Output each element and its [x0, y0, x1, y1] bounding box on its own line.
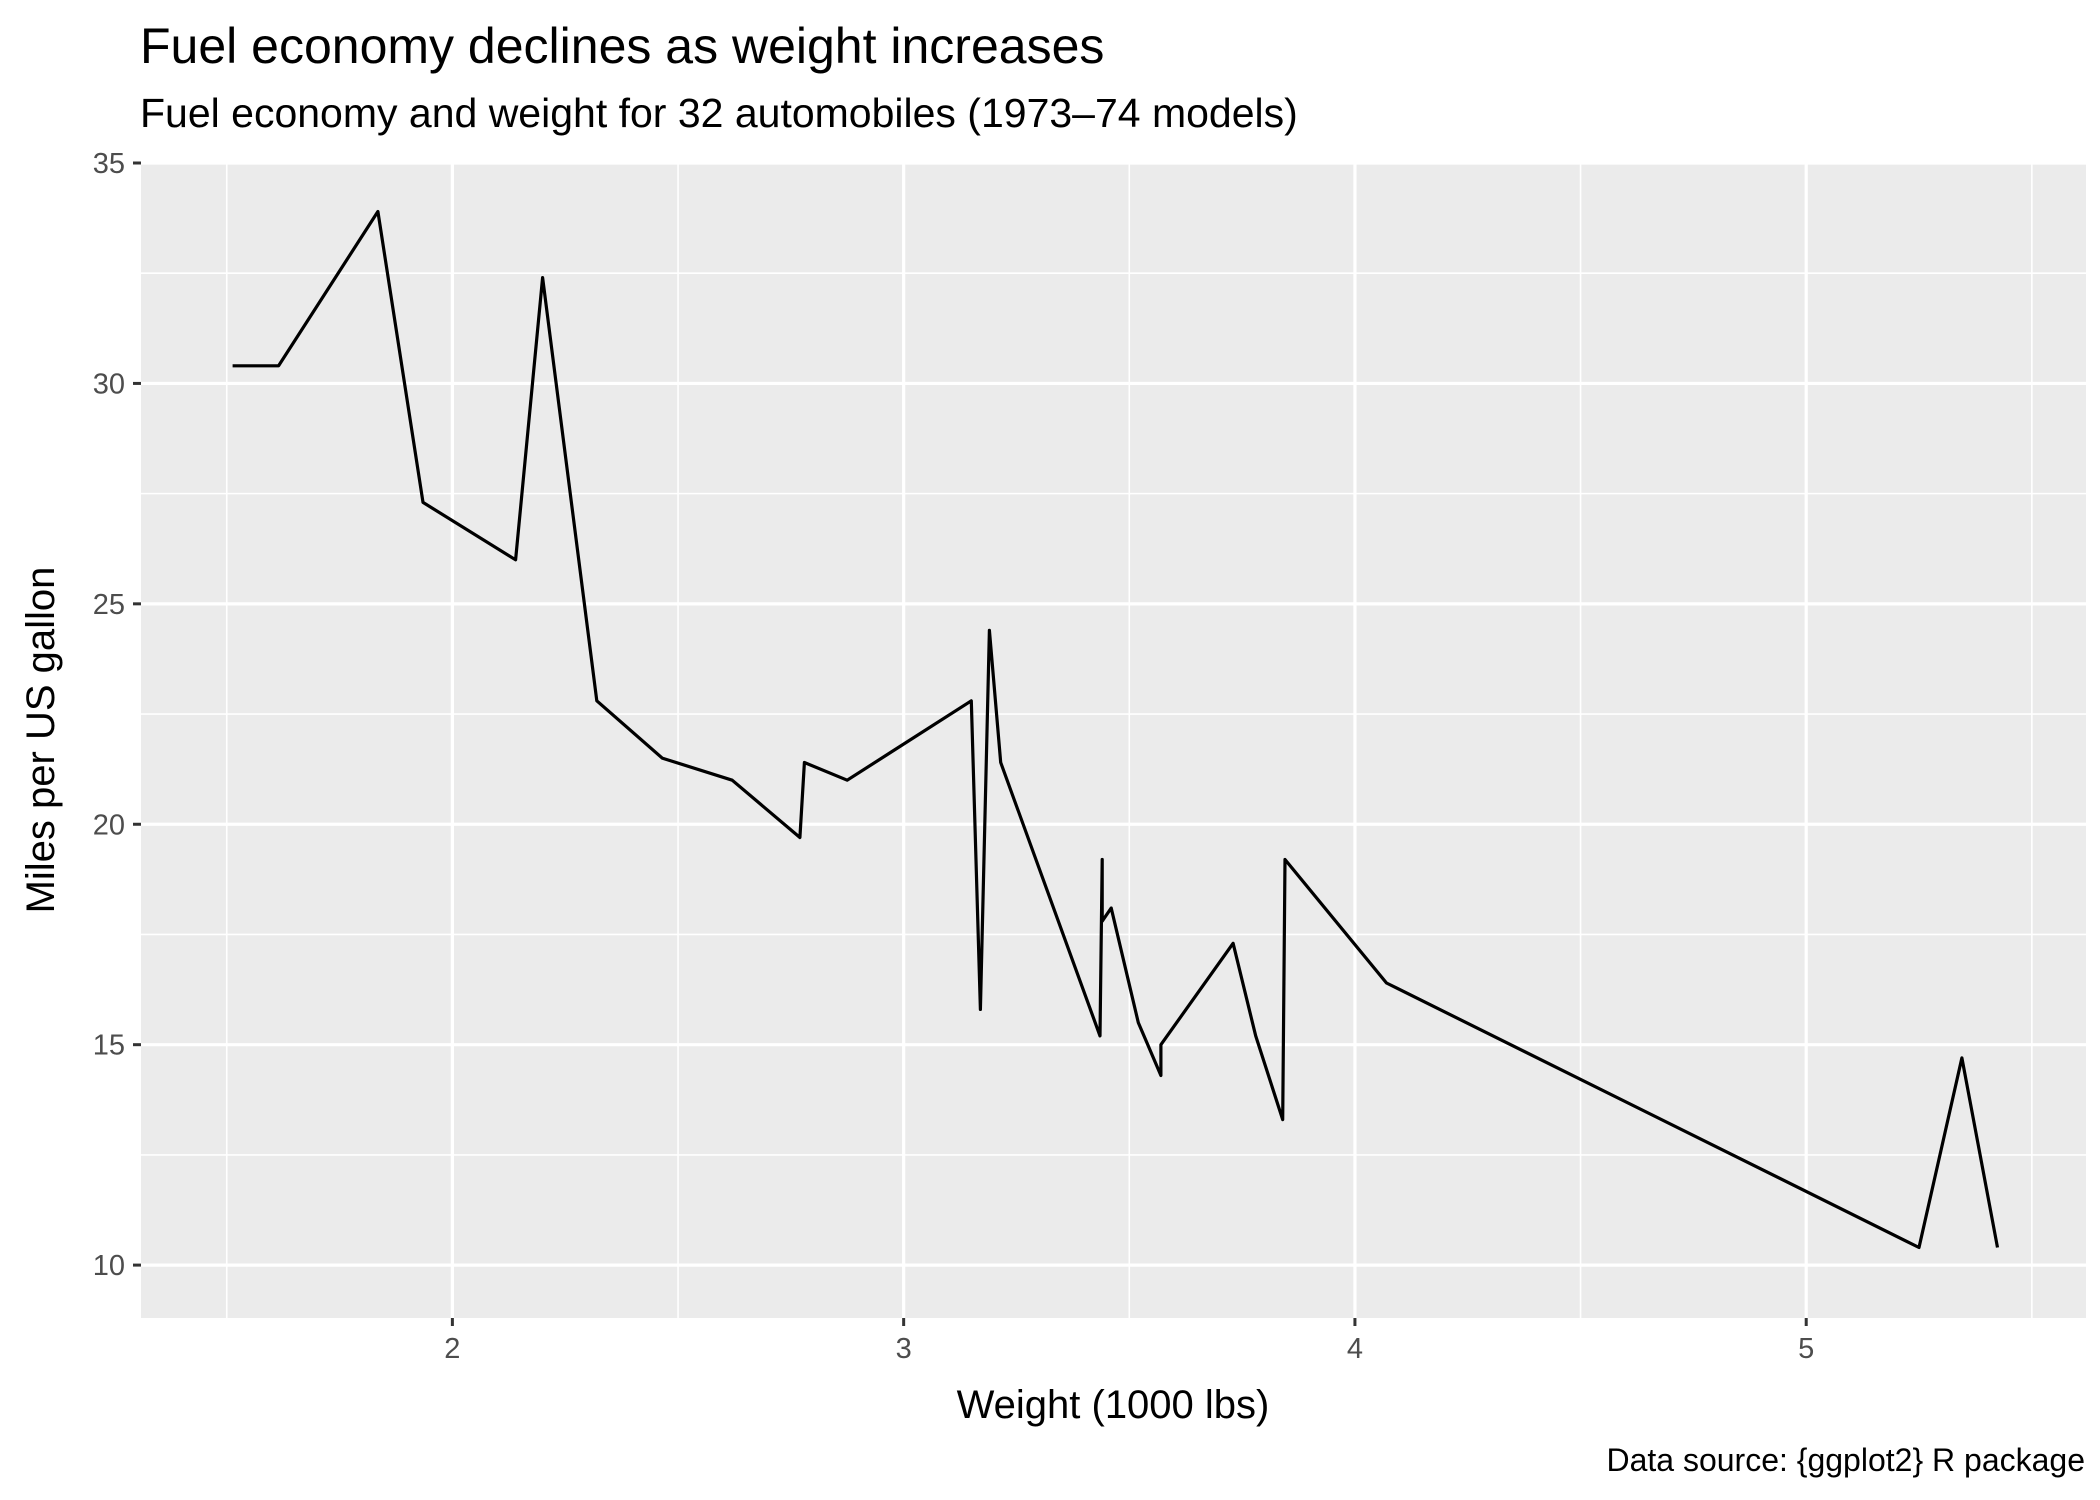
grid-major	[141, 161, 2086, 1318]
plot-panel	[141, 163, 2086, 1318]
line-chart: 2 3 4 5 10 15 20 25 30 35 Weight (1000 lbs) Mile…	[19, 148, 2086, 1427]
x-tick-label: 3	[896, 1333, 912, 1365]
x-axis-ticks: 2 3 4 5	[444, 1318, 1814, 1365]
x-axis-title: Weight (1000 lbs)	[957, 1383, 1270, 1427]
y-tick-label: 30	[93, 368, 125, 400]
y-tick-label: 10	[93, 1250, 125, 1282]
y-axis-title: Miles per US gallon	[19, 567, 63, 914]
series-line	[232, 209, 2000, 1250]
x-tick-label: 4	[1347, 1333, 1363, 1365]
y-tick-label: 35	[93, 148, 125, 180]
x-tick-label: 2	[444, 1333, 460, 1365]
y-tick-label: 15	[93, 1030, 125, 1062]
y-axis-ticks: 10 15 20 25 30 35	[93, 148, 141, 1282]
chart-title: Fuel economy declines as weight increase…	[140, 18, 1105, 74]
y-tick-label: 20	[93, 809, 125, 841]
chart-subtitle: Fuel economy and weight for 32 automobil…	[140, 90, 1298, 136]
y-tick-label: 25	[93, 589, 125, 621]
grid-minor	[141, 163, 2086, 1318]
chart-caption: Data source: {ggplot2} R package	[1606, 1442, 2085, 1478]
x-tick-label: 5	[1798, 1333, 1814, 1365]
